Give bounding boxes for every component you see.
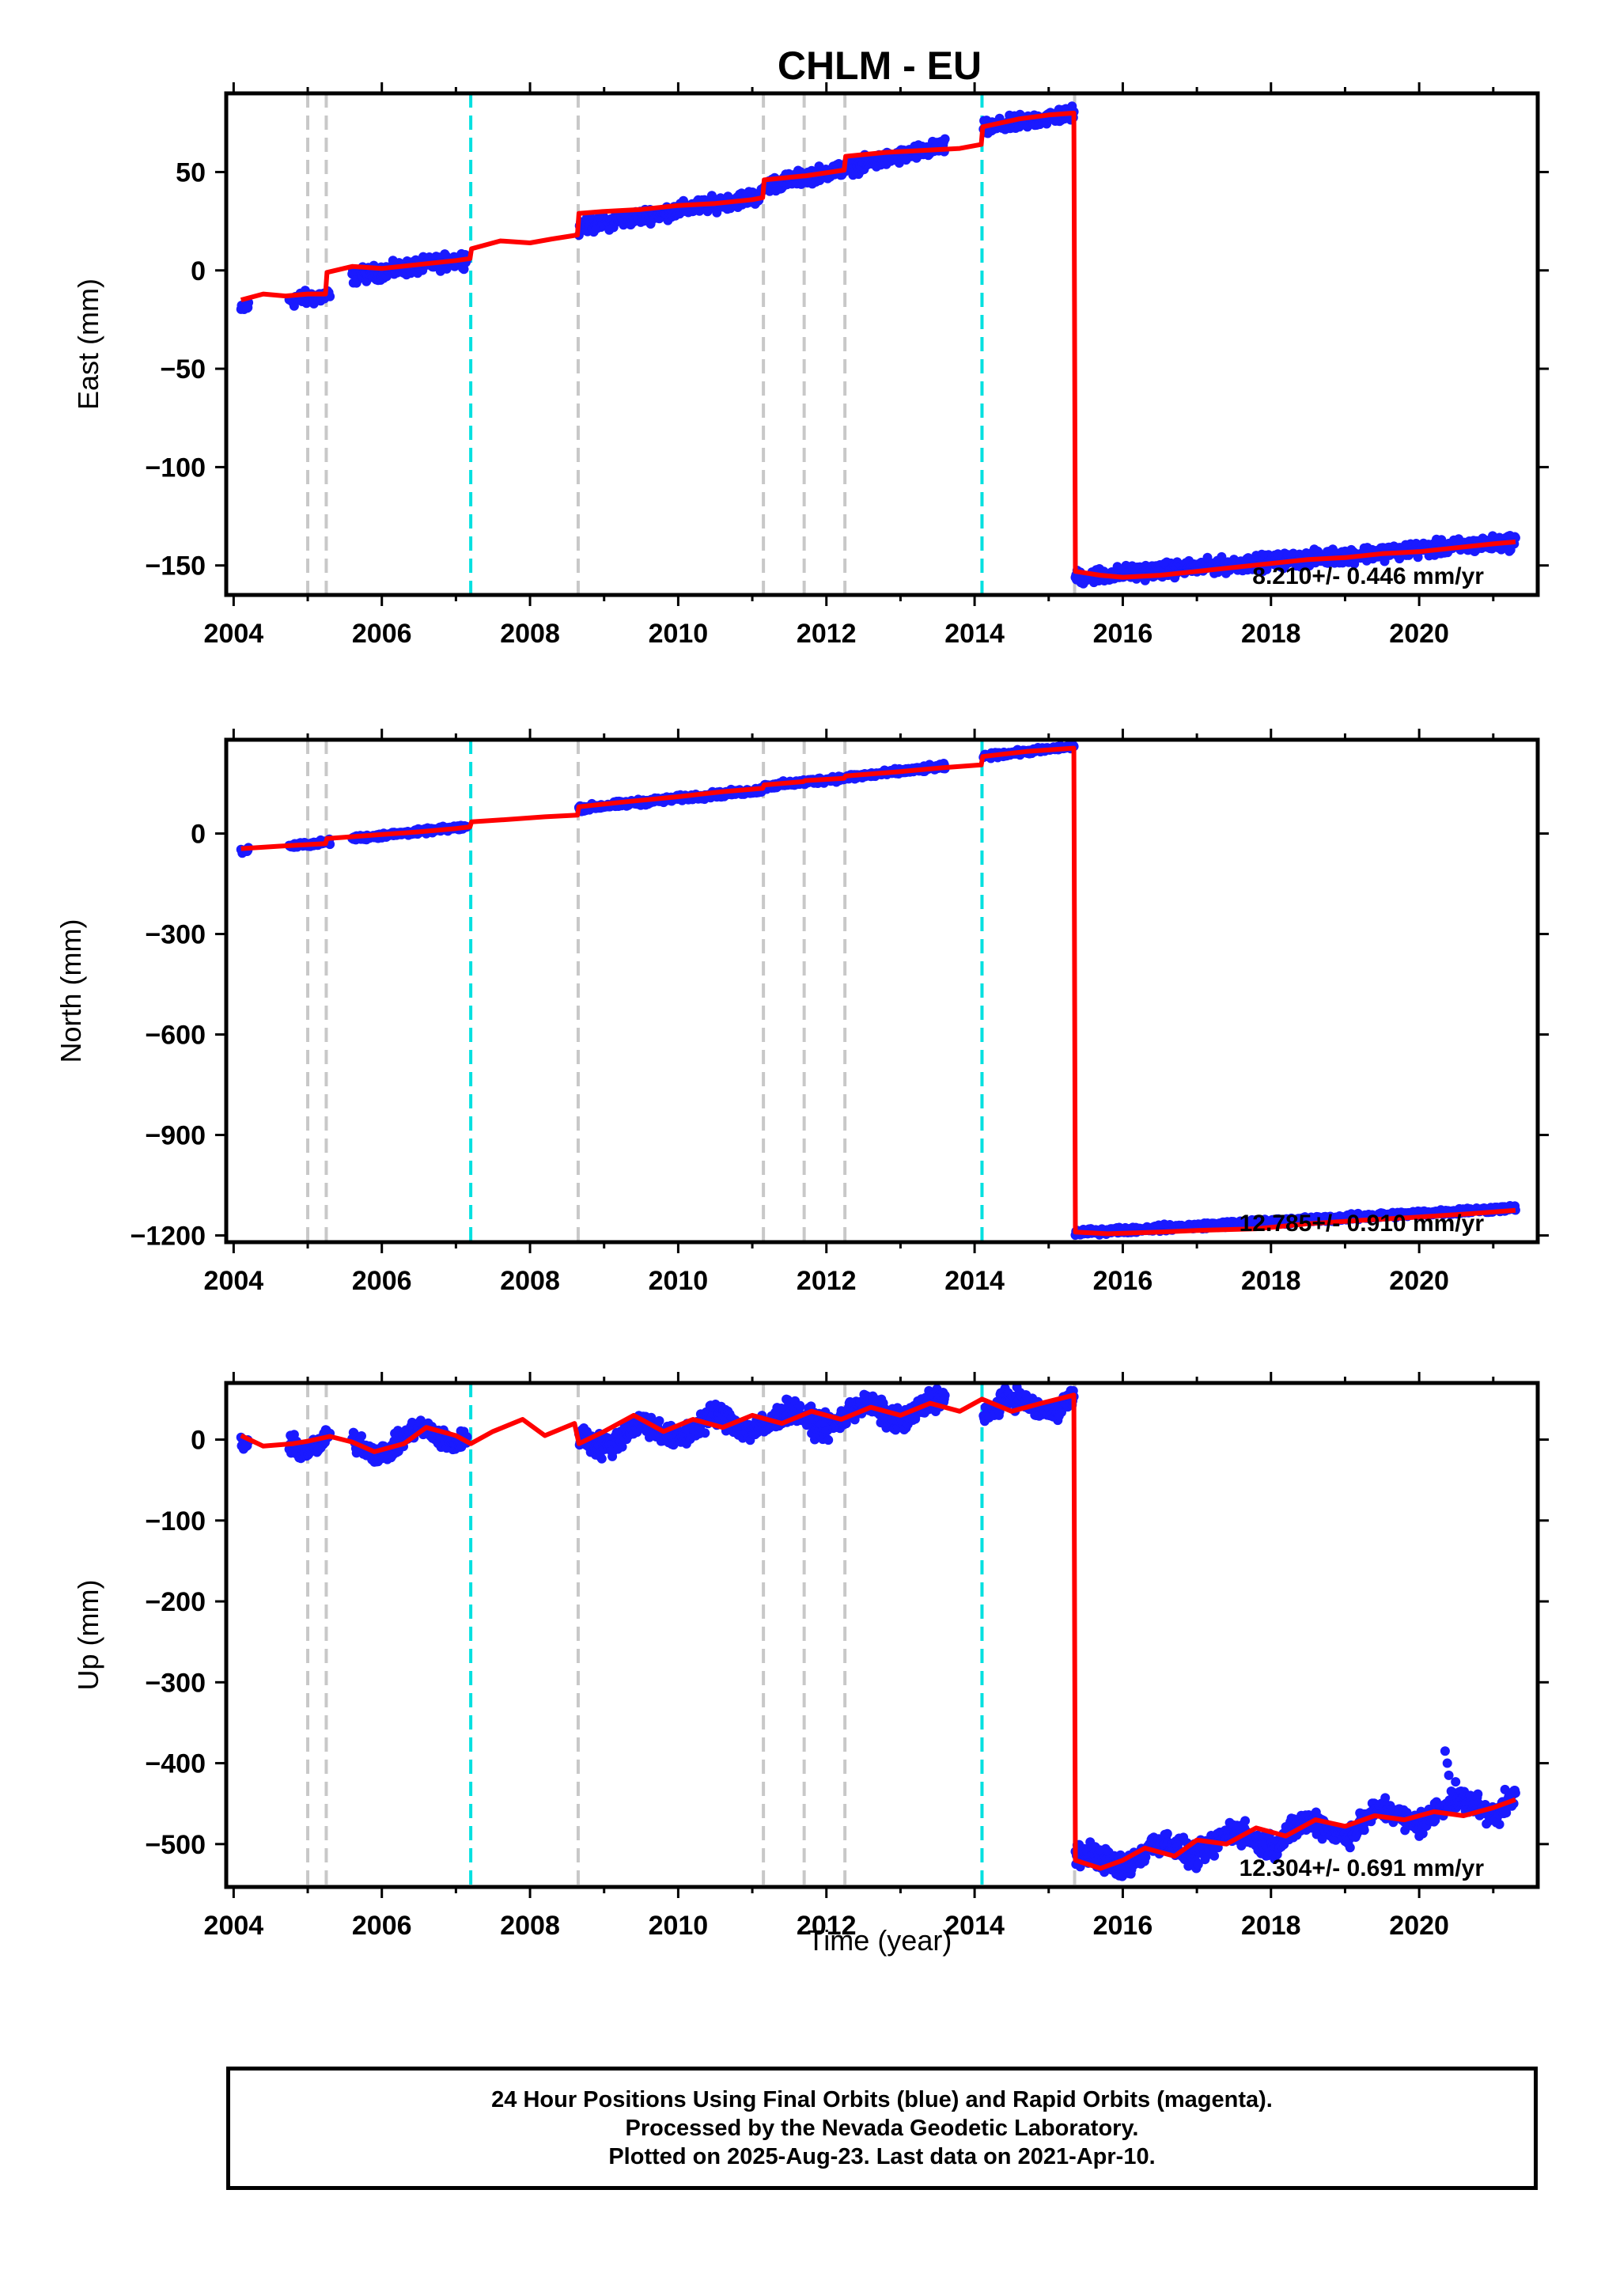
panel-frame — [224, 91, 1540, 597]
x-tick-label: 2016 — [1093, 619, 1153, 649]
x-tick-label: 2008 — [500, 619, 560, 649]
x-tick-label: 2012 — [797, 1266, 857, 1296]
data-point — [596, 1453, 607, 1464]
x-tick-label: 2008 — [500, 1266, 560, 1296]
data-points — [236, 1383, 1520, 1881]
x-tick-label: 2014 — [944, 1266, 1005, 1296]
y-axis-label: East (mm) — [72, 278, 104, 410]
data-point — [940, 134, 950, 144]
data-point — [1240, 1816, 1251, 1826]
x-tick-label: 2004 — [204, 619, 264, 649]
y-axis-label: North (mm) — [55, 919, 87, 1063]
data-points — [236, 101, 1520, 589]
y-tick-label: 0 — [191, 820, 206, 850]
data-point — [617, 1442, 627, 1452]
x-tick-label: 2010 — [649, 619, 709, 649]
x-tick-label: 2012 — [797, 619, 857, 649]
data-point — [1162, 1828, 1172, 1839]
data-point — [407, 1417, 417, 1427]
plot-area — [236, 740, 1520, 1242]
figure-title: CHLM - EU — [778, 44, 982, 88]
x-tick-label: 2018 — [1241, 619, 1301, 649]
data-points — [236, 740, 1520, 1240]
y-tick-label: −600 — [145, 1021, 206, 1051]
plot-area — [236, 1383, 1520, 1887]
y-tick-label: −50 — [160, 354, 206, 385]
data-point — [700, 1428, 710, 1438]
up-panel: 2004 2006 2008 2010 2012 2014 2016 2018 2020−500… — [72, 1372, 1549, 1941]
rate-label: 8.210+/- 0.446 mm/yr — [1252, 563, 1484, 589]
x-tick-label: 2020 — [1389, 1266, 1449, 1296]
data-point — [654, 1415, 664, 1426]
data-point — [357, 1431, 366, 1441]
y-tick-label: 0 — [191, 256, 206, 286]
model-line — [240, 745, 1516, 1237]
data-point — [823, 1435, 834, 1445]
y-tick-label: −1200 — [131, 1222, 206, 1252]
x-tick-label: 2020 — [1389, 619, 1449, 649]
y-tick-label: −900 — [145, 1121, 206, 1151]
rate-label: 12.785+/- 0.910 mm/yr — [1240, 1211, 1485, 1237]
y-tick-label: −300 — [145, 920, 206, 950]
north-panel: 2004 2006 2008 2010 2012 2014 2016 2018 2020 −120… — [55, 729, 1549, 1296]
data-point — [795, 1400, 805, 1411]
y-tick-label: 50 — [176, 157, 206, 188]
x-tick-label: 2006 — [352, 1266, 412, 1296]
x-tick-label: 2006 — [352, 619, 412, 649]
plot-area — [236, 93, 1520, 595]
y-tick-label: −100 — [145, 453, 206, 483]
y-tick-label: −150 — [145, 551, 206, 582]
model-line — [240, 110, 1516, 580]
x-tick-label: 2010 — [649, 1266, 709, 1296]
data-point — [1209, 1851, 1220, 1861]
x-tick-label: 2014 — [944, 619, 1005, 649]
x-tick-label: 2004 — [204, 1266, 264, 1296]
x-tick-label: 2016 — [1093, 1266, 1153, 1296]
x-tick-label: 2018 — [1241, 1266, 1301, 1296]
panel-frame — [224, 737, 1540, 1245]
data-point — [940, 1390, 950, 1400]
data-point — [349, 1428, 359, 1438]
east-panel: 2004 2006 2008 2010 2012 2014 2016 2018 2020 −150… — [72, 82, 1549, 649]
